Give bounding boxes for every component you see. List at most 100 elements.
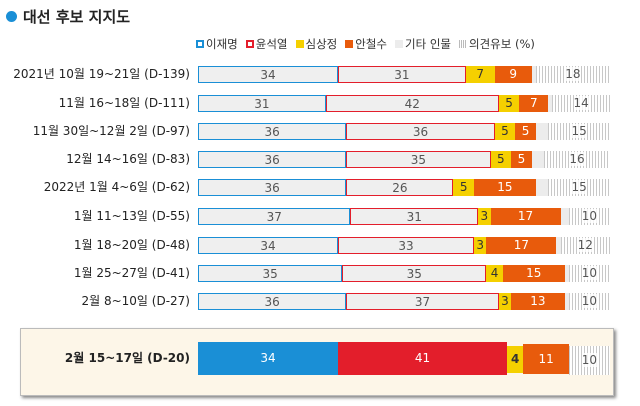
data-label: 9 — [509, 67, 517, 81]
data-label: 42 — [404, 97, 420, 111]
bar-segment-3: 17 — [490, 208, 561, 225]
bar-segment-5: 15 — [548, 179, 610, 196]
legend-item: 안철수 — [345, 36, 387, 52]
bar-row: 12월 14~16일 (D-83) 36 35 5 5 16 — [0, 151, 640, 168]
legend-label: 기타 인물 — [405, 37, 451, 51]
bar-segment-3: 15 — [502, 265, 565, 282]
bar-segment-3: 5 — [515, 123, 536, 140]
bar-row: 1월 11~13일 (D-55) 37 31 3 17 10 — [0, 208, 640, 225]
data-label: 41 — [414, 351, 431, 365]
bar-segment-5: 10 — [568, 208, 610, 225]
data-label: 35 — [406, 267, 422, 281]
data-label: 37 — [414, 295, 431, 309]
data-label: 15 — [526, 266, 542, 280]
bar-segment-3: 9 — [494, 66, 532, 83]
bar-segment-5: 10 — [568, 293, 610, 310]
category-label: 2022년 1월 4~6일 (D-62) — [43, 180, 190, 194]
category-label: 1월 11~13일 (D-55) — [73, 209, 190, 223]
data-label: 15 — [497, 180, 513, 194]
legend-item: 의견유보 (%) — [458, 36, 535, 52]
bar-segment-2: 4 — [507, 346, 524, 373]
legend-label: 의견유보 (%) — [468, 37, 535, 51]
bar-segment-0: 36 — [198, 151, 347, 168]
bar-row: 1월 25~27일 (D-41) 35 35 4 15 10 — [0, 265, 640, 282]
data-label: 16 — [569, 152, 585, 166]
bar-segment-1: 35 — [346, 151, 491, 168]
legend-swatch — [295, 40, 304, 48]
chart-title: 대선 후보 지지도 — [6, 6, 130, 27]
bar-segment-3: 5 — [511, 151, 532, 168]
legend-label: 이재명 — [206, 37, 238, 51]
data-label: 10 — [581, 353, 598, 367]
bar-segment-5: 10 — [568, 346, 610, 375]
bar-segment-4 — [564, 265, 569, 282]
bar-segment-5: 15 — [548, 123, 610, 140]
data-label: 37 — [266, 210, 282, 224]
bar-segment-3: 15 — [474, 179, 536, 196]
data-label: 34 — [260, 68, 276, 82]
bar-segment-0: 34 — [198, 237, 339, 254]
data-label: 33 — [398, 239, 414, 253]
legend-swatch — [345, 40, 354, 48]
data-label: 11 — [538, 352, 554, 366]
bar-segment-3: 17 — [486, 237, 557, 254]
bar-segment-4 — [535, 123, 549, 140]
bar-segment-4 — [531, 66, 536, 83]
data-label: 13 — [530, 294, 546, 308]
bar-segment-2: 5 — [498, 95, 520, 112]
data-label: 31 — [254, 97, 270, 111]
data-label: 15 — [571, 180, 587, 194]
category-label: 1월 25~27일 (D-41) — [73, 266, 190, 280]
bar-segment-4 — [531, 151, 545, 168]
legend-swatch — [245, 40, 254, 48]
legend-swatch — [395, 40, 403, 48]
data-label: 18 — [565, 67, 581, 81]
bar-segment-4 — [535, 179, 549, 196]
bar-row: 2월 8~10일 (D-27) 36 37 3 13 10 — [0, 293, 640, 310]
legend-label: 심상정 — [305, 37, 338, 51]
bar-segment-1: 26 — [346, 179, 454, 196]
bar-segment-0: 37 — [198, 208, 351, 225]
bar-segment-1: 31 — [338, 66, 466, 83]
legend-swatch — [196, 40, 204, 48]
bar-segment-0: 36 — [198, 293, 347, 310]
bar-segment-2: 3 — [474, 237, 487, 254]
bullet-icon — [6, 11, 17, 22]
bar-segment-2: 3 — [498, 293, 512, 310]
bar-row: 2월 15~17일 (D-20) 34 41 4 11 10 — [0, 342, 640, 375]
data-label: 4 — [490, 266, 499, 280]
category-label: 2월 8~10일 (D-27) — [81, 294, 190, 308]
bar-segment-0: 31 — [198, 95, 326, 112]
data-label: 5 — [496, 152, 505, 166]
data-label: 14 — [573, 96, 589, 110]
bar-segment-1: 37 — [346, 293, 499, 310]
legend-label: 안철수 — [355, 37, 387, 51]
bar-segment-5: 18 — [535, 66, 610, 83]
bar-segment-1: 31 — [350, 208, 479, 225]
bar-segment-1: 36 — [346, 123, 495, 140]
category-label: 12월 14~16일 (D-83) — [66, 152, 190, 166]
bar-row: 1월 18~20일 (D-48) 34 33 3 17 12 — [0, 237, 640, 254]
bar-row: 11월 30일~12월 2일 (D-97) 36 36 5 5 15 — [0, 123, 640, 140]
data-label: 10 — [581, 266, 598, 280]
legend-item: 심상정 — [295, 36, 338, 52]
data-label: 35 — [262, 267, 278, 281]
data-label: 34 — [260, 239, 276, 253]
bar-segment-1: 41 — [338, 342, 507, 375]
bar-segment-2: 4 — [486, 265, 503, 282]
data-label: 5 — [501, 124, 509, 138]
data-label: 17 — [513, 238, 530, 252]
data-label: 3 — [480, 209, 489, 223]
bar-segment-4 — [560, 208, 569, 225]
data-label: 17 — [517, 209, 534, 223]
data-label: 7 — [529, 96, 538, 110]
bar-row: 11월 16~18일 (D-111) 31 42 5 7 14 — [0, 95, 640, 112]
legend-item: 윤석열 — [245, 36, 288, 52]
data-label: 26 — [392, 181, 408, 195]
bar-segment-3: 13 — [511, 293, 565, 310]
bar-segment-5: 16 — [544, 151, 610, 168]
bar-segment-4 — [548, 95, 553, 112]
data-label: 10 — [581, 294, 598, 308]
data-label: 36 — [264, 181, 280, 195]
legend: 이재명 윤석열 심상정 안철수 기타 인물 의견유보 (%) — [196, 36, 535, 52]
